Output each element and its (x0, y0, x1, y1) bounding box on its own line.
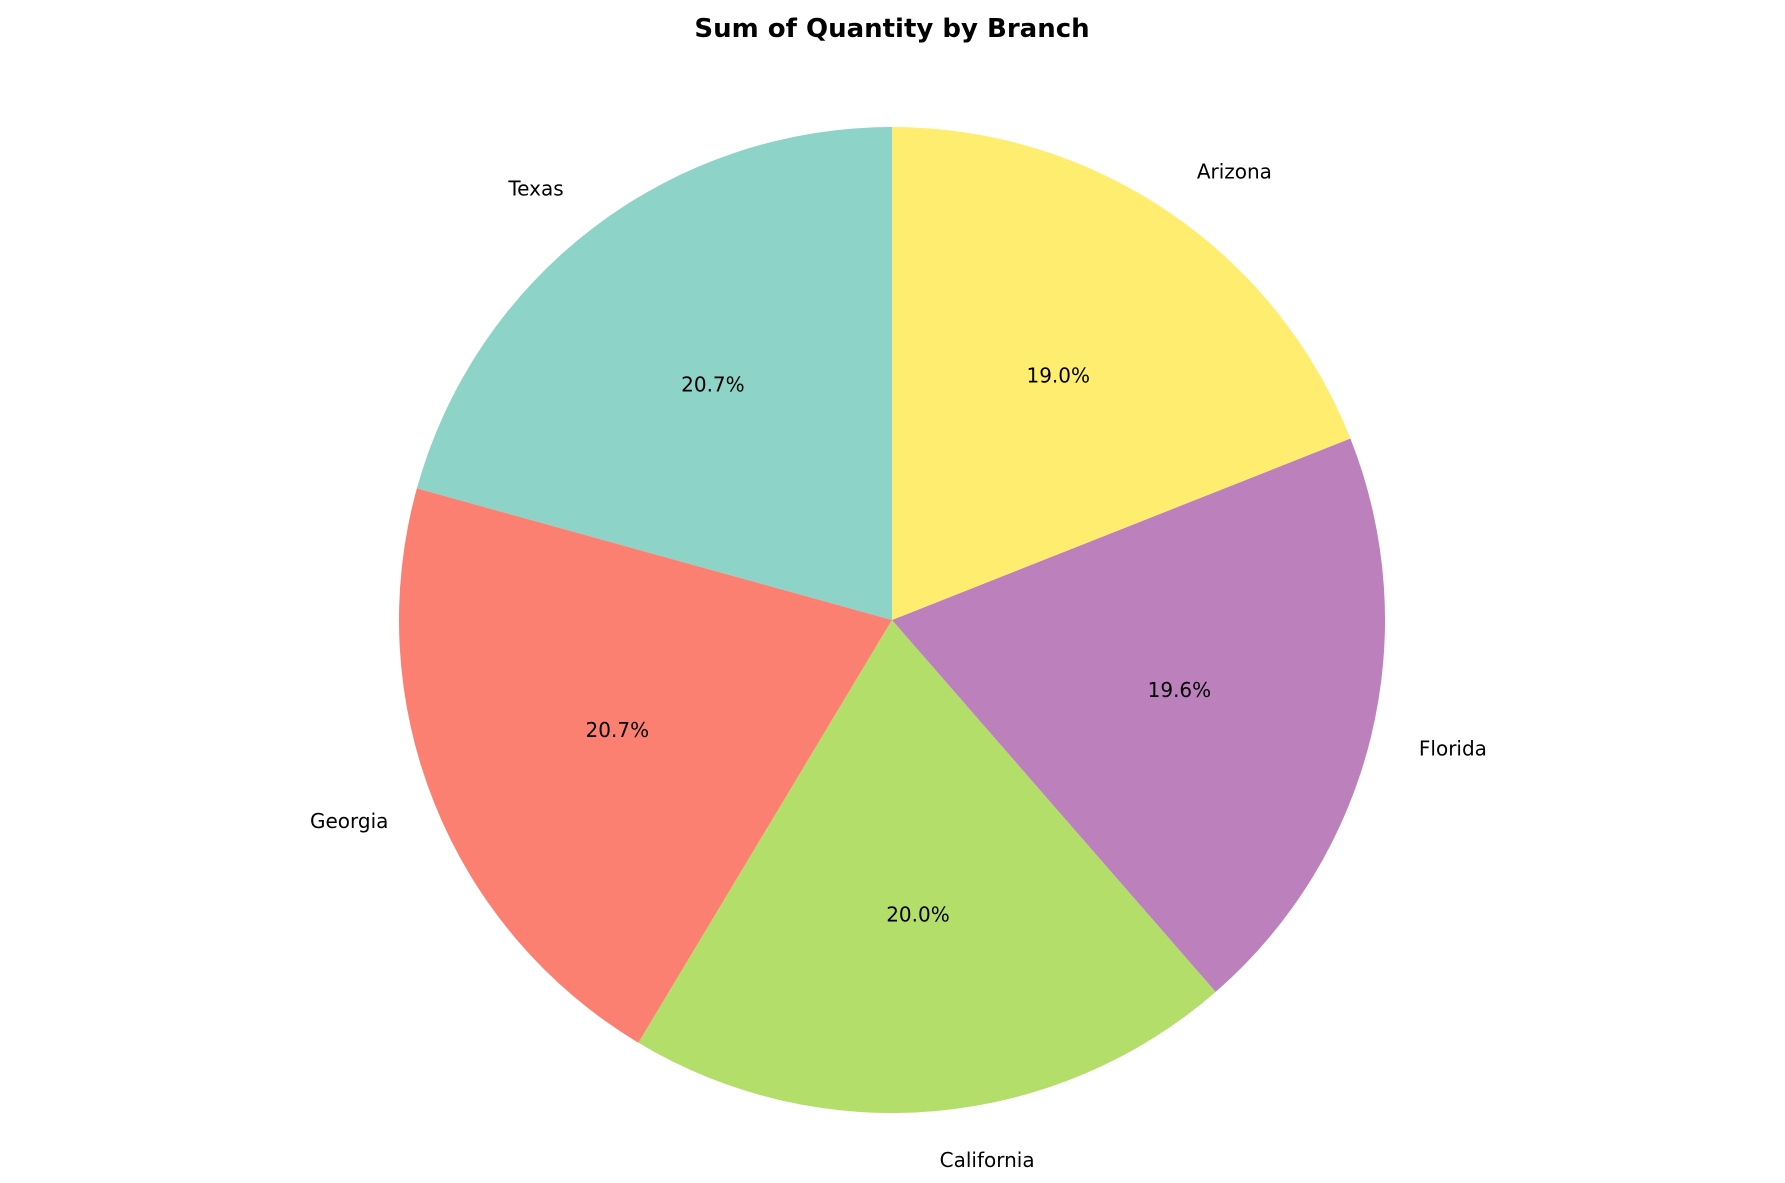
pie-slice-california (638, 620, 1216, 1114)
pie-slice-florida (892, 438, 1386, 992)
pct-label-texas: 20.7% (681, 373, 745, 397)
pct-label-florida: 19.6% (1148, 678, 1212, 702)
slice-label-california: California (940, 1148, 1035, 1172)
pie-slice-georgia (398, 488, 892, 1043)
pct-label-arizona: 19.0% (1026, 363, 1090, 387)
slice-label-arizona: Arizona (1197, 159, 1272, 183)
chart-title: Sum of Quantity by Branch (694, 14, 1089, 44)
pie-labels: Texas 20.7% Georgia 20.7% California 20.0% Flo… (310, 159, 1487, 1172)
pie-slice-texas (416, 127, 892, 620)
slice-label-florida: Florida (1419, 736, 1487, 760)
pct-label-california: 20.0% (886, 903, 950, 927)
pie-slice-arizona (892, 127, 1351, 620)
slice-label-georgia: Georgia (310, 809, 388, 833)
pct-label-georgia: 20.7% (586, 718, 650, 742)
slice-label-texas: Texas (507, 176, 563, 200)
pie-slices (398, 127, 1386, 1114)
